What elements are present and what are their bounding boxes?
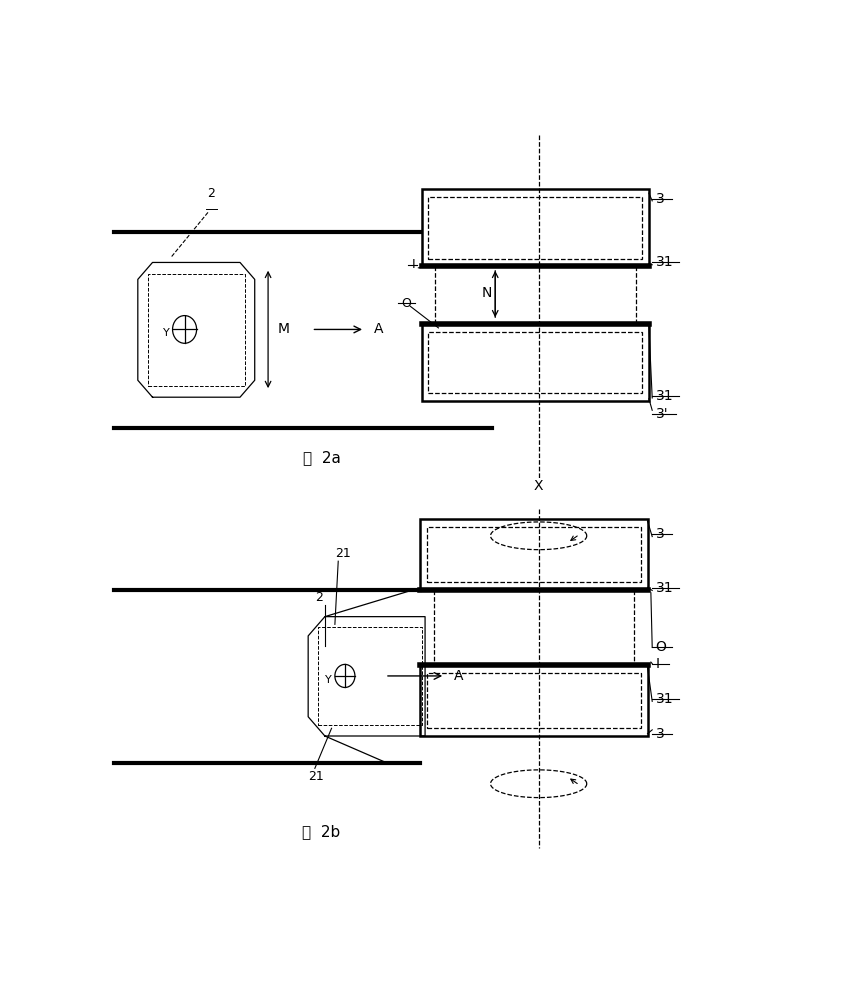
Text: X: X: [533, 479, 542, 493]
Text: O: O: [655, 640, 666, 654]
Text: O: O: [401, 297, 411, 310]
Text: N: N: [481, 286, 492, 300]
Text: M: M: [278, 322, 290, 336]
Text: 3': 3': [655, 407, 667, 421]
Bar: [420, 519, 647, 590]
Text: A: A: [453, 669, 462, 683]
Bar: [426, 673, 640, 728]
Text: Y: Y: [163, 328, 169, 338]
Text: 图  2a: 图 2a: [302, 451, 340, 466]
Bar: [426, 527, 640, 582]
Text: 31: 31: [655, 255, 672, 269]
Text: A: A: [373, 322, 382, 336]
Text: 21: 21: [335, 547, 350, 560]
Bar: [421, 189, 648, 266]
Bar: [428, 197, 641, 259]
Text: 3: 3: [655, 192, 664, 206]
Text: 2: 2: [314, 591, 322, 604]
Bar: [420, 665, 647, 736]
Text: 31: 31: [655, 692, 672, 706]
Text: 31: 31: [655, 581, 672, 595]
Text: 21: 21: [308, 770, 324, 783]
Bar: [421, 324, 648, 401]
Text: I: I: [412, 258, 415, 271]
Text: I: I: [655, 657, 659, 671]
Text: 3: 3: [655, 727, 664, 741]
Text: 2: 2: [208, 187, 215, 200]
Bar: [428, 332, 641, 393]
Text: 3: 3: [655, 527, 664, 541]
Text: 图  2b: 图 2b: [302, 824, 340, 839]
Text: Y: Y: [325, 675, 331, 685]
Text: 31: 31: [655, 389, 672, 403]
